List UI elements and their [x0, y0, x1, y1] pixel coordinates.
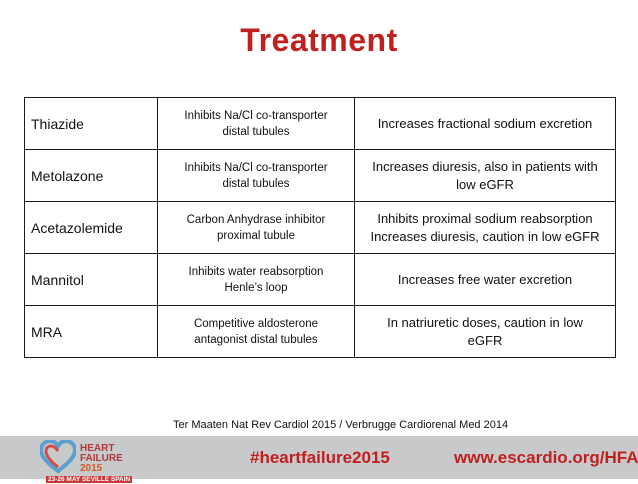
treatment-table: Thiazide Inhibits Na/Cl co-transporter d… — [24, 97, 616, 358]
mechanism-cell: Inhibits Na/Cl co-transporter distal tub… — [157, 97, 355, 150]
slide-title: Treatment — [240, 22, 398, 58]
effect-line: Increases free water excretion — [397, 271, 573, 287]
effect-cell: Increases free water excretion — [354, 253, 616, 306]
effect-cell: In natriuretic doses, caution in low eGF… — [354, 305, 616, 358]
effect-line: Increases diuresis, also in patients wit… — [372, 158, 598, 174]
reference-citation: Ter Maaten Nat Rev Cardiol 2015 / Verbru… — [173, 419, 509, 431]
effect-cell: Increases fractional sodium excretion — [354, 97, 616, 150]
logo-line1: HEART — [80, 443, 115, 454]
effect-line: Increases fractional sodium excretion — [377, 115, 593, 131]
logo-line2: FAILURE — [80, 453, 123, 464]
mechanism-line: antagonist distal tubules — [194, 333, 318, 346]
mechanism-cell: Inhibits water reabsorption Henle’s loop — [157, 253, 355, 306]
mechanism-cell: Carbon Anhydrase inhibitor proximal tubu… — [157, 201, 355, 254]
drug-name-cell: Mannitol — [24, 253, 158, 306]
footer-bar: HEART FAILURE 2015 23-26 MAY SEVILLE SPA… — [0, 436, 638, 483]
table-row: Metolazone Inhibits Na/Cl co-transporter… — [24, 149, 616, 202]
mechanism-line: Inhibits water reabsorption — [188, 265, 324, 278]
drug-name-cell: Thiazide — [24, 97, 158, 150]
mechanism-line: proximal tubule — [217, 229, 295, 242]
logo-dates: 23-26 MAY SEVILLE SPAIN — [46, 476, 133, 483]
drug-name-cell: Metolazone — [24, 149, 158, 202]
table-row: Acetazolemide Carbon Anhydrase inhibitor… — [24, 201, 616, 254]
effect-cell: Increases diuresis, also in patients wit… — [354, 149, 616, 202]
mechanism-line: distal tubules — [222, 177, 290, 190]
effect-line: eGFR — [467, 332, 503, 348]
logo-year: 2015 — [80, 463, 103, 474]
mechanism-cell: Competitive aldosterone antagonist dista… — [157, 305, 355, 358]
mechanism-line: Inhibits Na/Cl co-transporter — [184, 109, 328, 122]
mechanism-line: Competitive aldosterone — [193, 317, 318, 330]
drug-name-cell: Acetazolemide — [24, 201, 158, 254]
mechanism-cell: Inhibits Na/Cl co-transporter distal tub… — [157, 149, 355, 202]
website-link[interactable]: www.escardio.org/HFA — [454, 448, 638, 467]
heart-icon — [40, 440, 76, 474]
effect-line: In natriuretic doses, caution in low — [387, 314, 583, 330]
table-row: Mannitol Inhibits water reabsorption Hen… — [24, 253, 616, 306]
effect-cell: Inhibits proximal sodium reabsorption In… — [354, 201, 616, 254]
effect-line: Increases diuresis, caution in low eGFR — [370, 228, 600, 244]
table-row: MRA Competitive aldosterone antagonist d… — [24, 305, 616, 358]
mechanism-line: Inhibits Na/Cl co-transporter — [184, 161, 328, 174]
event-hashtag: #heartfailure2015 — [250, 448, 390, 467]
effect-line: low eGFR — [456, 176, 514, 192]
mechanism-line: distal tubules — [222, 125, 290, 138]
mechanism-line: Henle’s loop — [224, 281, 288, 294]
heart-failure-logo: HEART FAILURE 2015 23-26 MAY SEVILLE SPA… — [40, 440, 140, 484]
table-row: Thiazide Inhibits Na/Cl co-transporter d… — [24, 97, 616, 150]
effect-line: Inhibits proximal sodium reabsorption — [377, 210, 593, 226]
mechanism-line: Carbon Anhydrase inhibitor — [186, 213, 326, 226]
drug-name-cell: MRA — [24, 305, 158, 358]
